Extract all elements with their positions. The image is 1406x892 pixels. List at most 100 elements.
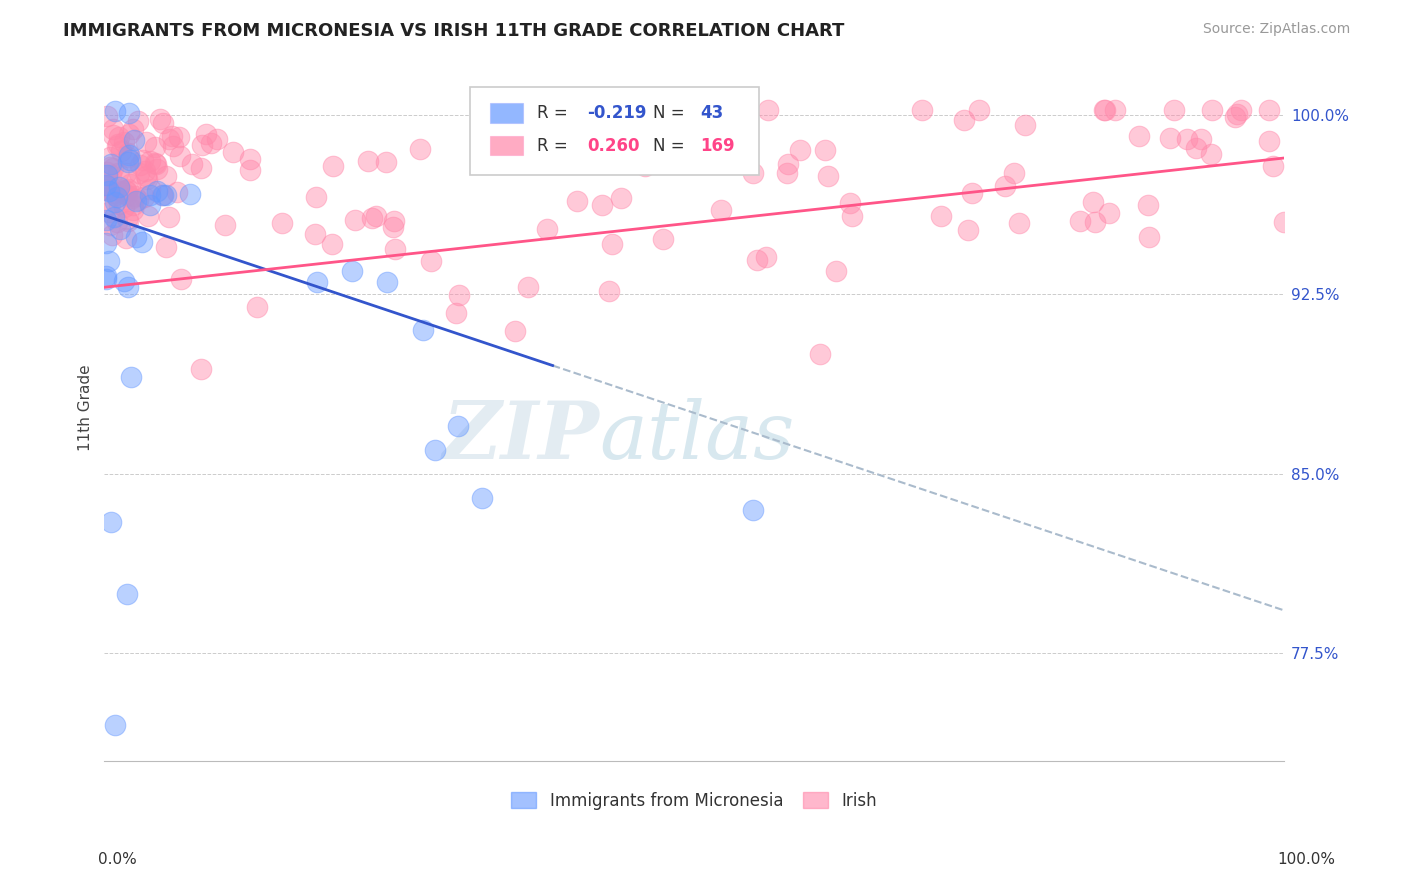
Point xyxy=(756,103,779,118)
Point xyxy=(128,166,150,180)
Point xyxy=(139,197,162,211)
Point xyxy=(808,347,831,361)
Point xyxy=(96,182,118,196)
Text: atlas: atlas xyxy=(600,398,796,475)
FancyBboxPatch shape xyxy=(470,87,759,175)
Point xyxy=(96,236,118,251)
Point xyxy=(1159,131,1181,145)
Point xyxy=(115,184,138,198)
Point xyxy=(710,203,733,218)
Point xyxy=(447,287,470,301)
Point xyxy=(412,323,434,337)
Point xyxy=(103,194,125,209)
Point xyxy=(152,115,174,129)
Point xyxy=(143,140,166,154)
Point xyxy=(108,180,131,194)
Point xyxy=(205,131,228,145)
Point xyxy=(565,194,588,208)
Point xyxy=(166,185,188,199)
Point xyxy=(305,276,328,290)
Point xyxy=(598,284,620,298)
Point xyxy=(115,188,138,202)
Point xyxy=(366,209,388,223)
Point xyxy=(1081,195,1104,210)
Point xyxy=(1104,103,1126,118)
Point xyxy=(122,198,145,212)
Point xyxy=(111,186,134,201)
Point xyxy=(157,132,180,146)
Point xyxy=(591,198,613,212)
Point xyxy=(160,129,183,144)
Point xyxy=(139,188,162,202)
Point xyxy=(98,150,121,164)
Point xyxy=(150,187,173,202)
Text: 0.260: 0.260 xyxy=(586,136,640,154)
Point xyxy=(115,165,138,179)
Text: Source: ZipAtlas.com: Source: ZipAtlas.com xyxy=(1202,22,1350,37)
Point xyxy=(755,250,778,264)
Point xyxy=(97,178,120,193)
Point xyxy=(104,188,127,202)
Text: 100.0%: 100.0% xyxy=(1278,852,1336,867)
Point xyxy=(1223,111,1246,125)
Point xyxy=(190,362,212,376)
Point xyxy=(1226,106,1249,120)
Point xyxy=(1137,229,1160,244)
Point xyxy=(714,131,737,145)
Point xyxy=(651,232,673,246)
Point xyxy=(120,370,142,384)
Point xyxy=(127,193,149,207)
Point xyxy=(1002,166,1025,180)
Point xyxy=(1136,198,1159,212)
Point xyxy=(471,491,494,505)
Point xyxy=(381,219,404,234)
Point xyxy=(1185,141,1208,155)
Point xyxy=(100,168,122,182)
Point xyxy=(239,152,262,166)
Point xyxy=(100,196,122,211)
Point xyxy=(271,216,294,230)
Point xyxy=(957,222,980,236)
Point xyxy=(115,231,138,245)
Point xyxy=(155,187,177,202)
Point xyxy=(96,268,118,283)
Point xyxy=(136,209,159,223)
Point xyxy=(929,209,952,223)
Point xyxy=(136,172,159,186)
Point xyxy=(322,159,344,173)
Point xyxy=(143,156,166,170)
Point xyxy=(214,218,236,232)
Text: R =: R = xyxy=(537,104,574,122)
Point xyxy=(1163,103,1185,118)
Point xyxy=(408,142,430,156)
Point xyxy=(132,189,155,203)
Point xyxy=(101,128,124,142)
Point xyxy=(103,121,125,136)
Point xyxy=(107,189,129,203)
Point xyxy=(1098,206,1121,220)
Point xyxy=(382,214,405,228)
Point xyxy=(139,181,162,195)
Text: N =: N = xyxy=(652,136,690,154)
Text: 43: 43 xyxy=(700,104,723,122)
Point xyxy=(447,419,470,434)
Point xyxy=(529,149,551,163)
Point xyxy=(94,183,117,197)
Point xyxy=(384,242,406,256)
Text: IMMIGRANTS FROM MICRONESIA VS IRISH 11TH GRADE CORRELATION CHART: IMMIGRANTS FROM MICRONESIA VS IRISH 11TH… xyxy=(63,22,845,40)
Point xyxy=(104,718,127,732)
Point xyxy=(838,196,860,211)
Point xyxy=(98,254,121,268)
Text: -0.219: -0.219 xyxy=(586,104,647,122)
Point xyxy=(105,139,128,153)
Point xyxy=(911,103,934,118)
Point xyxy=(115,211,138,226)
Point xyxy=(194,128,217,142)
Point xyxy=(108,196,131,211)
Point xyxy=(108,130,131,145)
Point xyxy=(1094,103,1116,118)
Point xyxy=(994,178,1017,193)
Point xyxy=(162,139,184,153)
Point xyxy=(104,104,127,119)
Point xyxy=(118,106,141,120)
